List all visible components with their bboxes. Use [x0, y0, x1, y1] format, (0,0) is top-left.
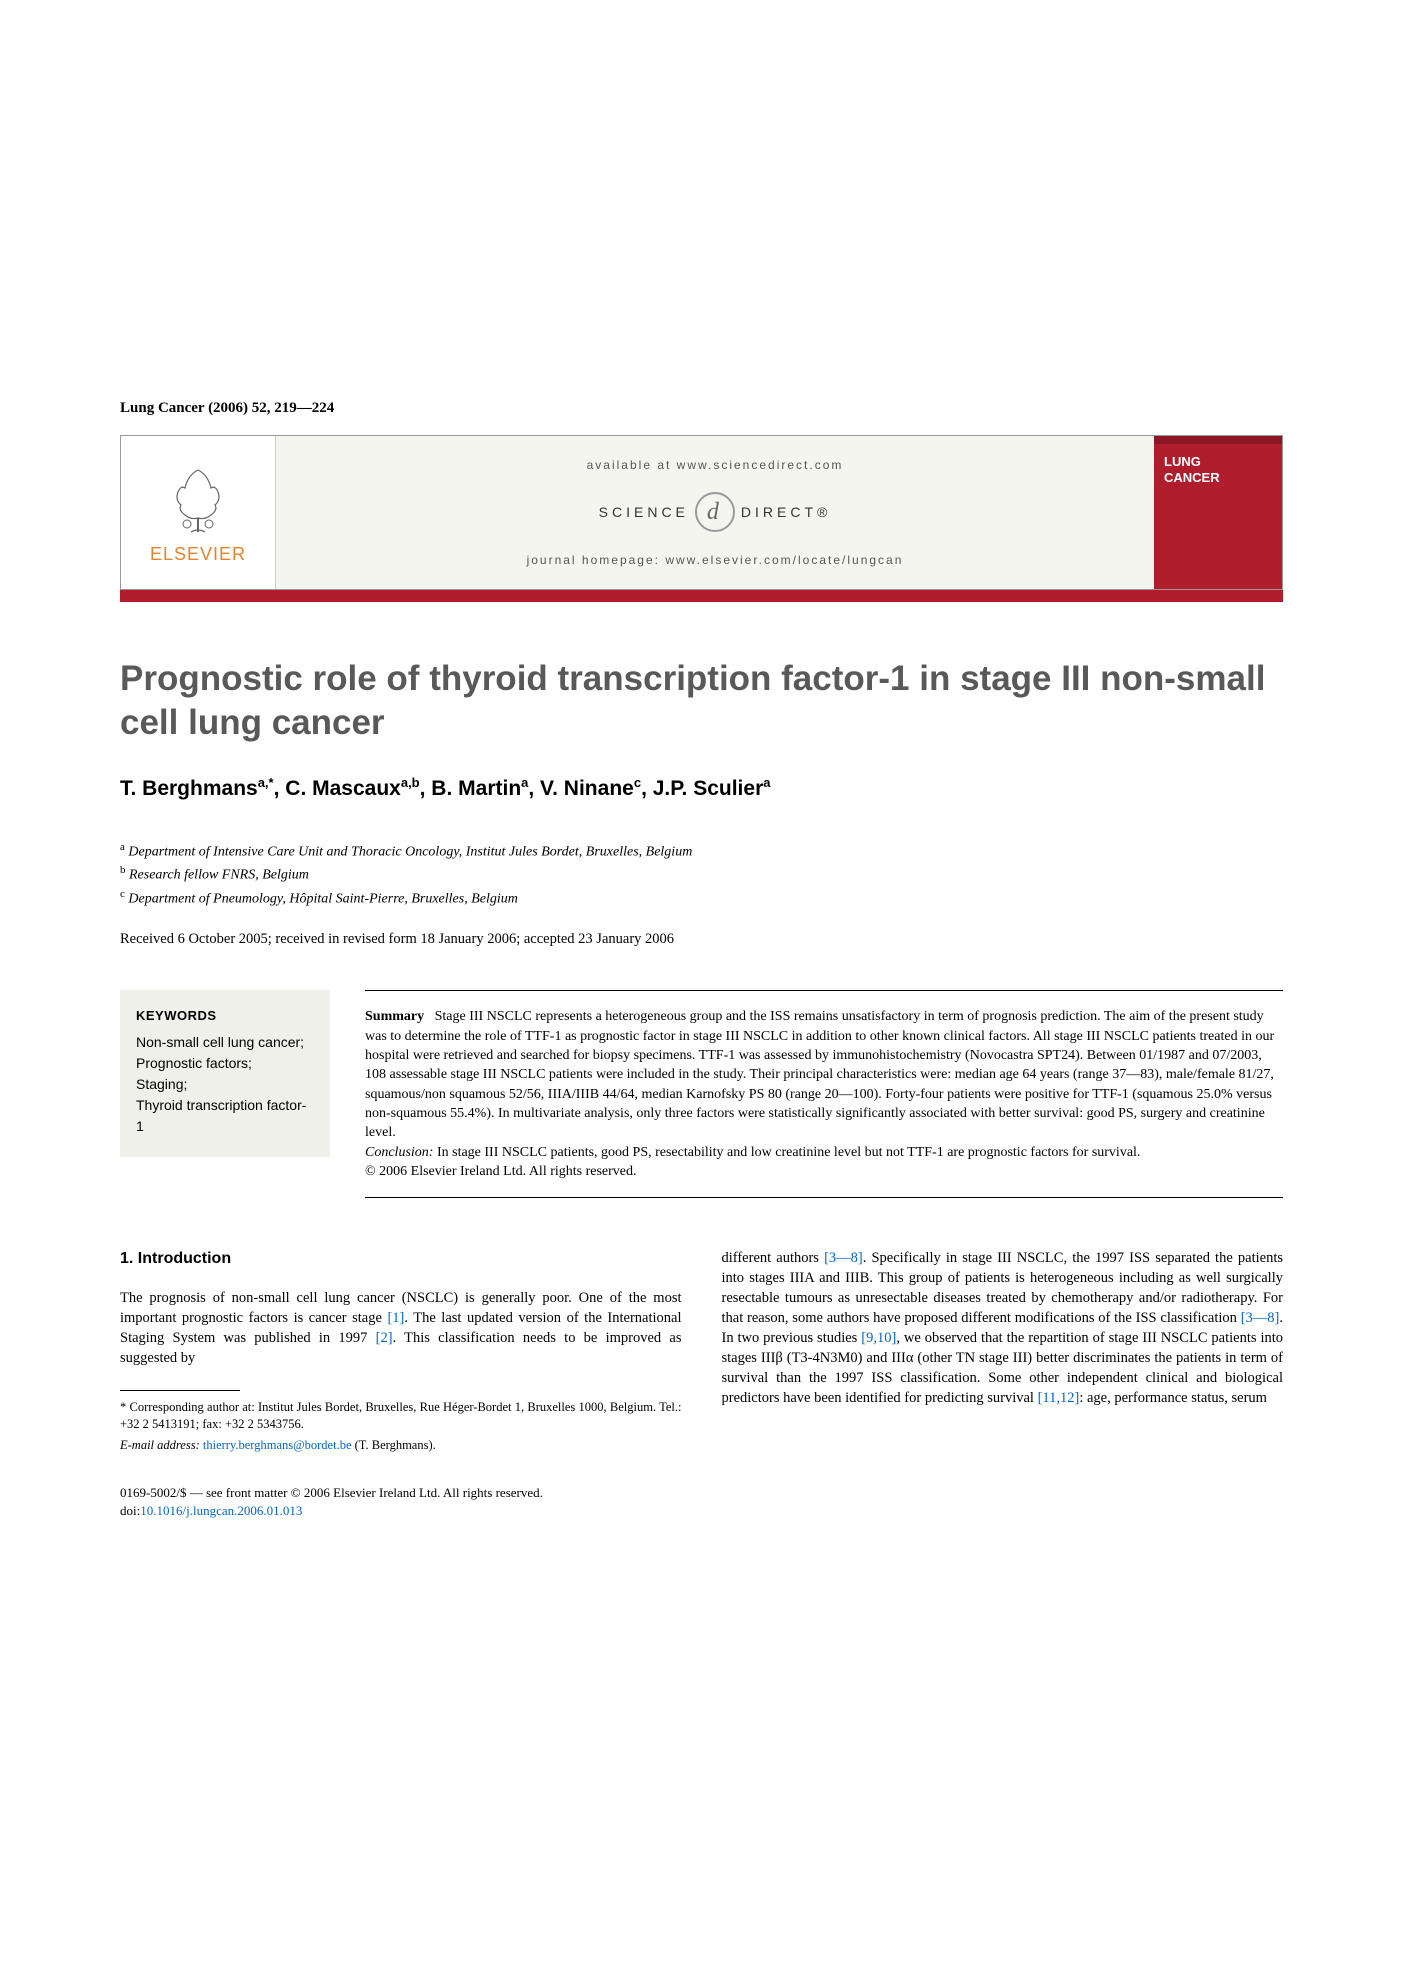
summary-text: Stage III NSCLC represents a heterogeneo… — [365, 1009, 1274, 1140]
sciencedirect-logo: SCIENCE d DIRECT® — [599, 492, 832, 532]
red-accent-bar — [120, 590, 1283, 602]
footer-block: 0169-5002/$ — see front matter © 2006 El… — [120, 1484, 1283, 1520]
keywords-list: Non-small cell lung cancer; Prognostic f… — [136, 1032, 314, 1137]
corresponding-author-footnote: * Corresponding author at: Institut Jule… — [120, 1399, 682, 1433]
keywords-box: KEYWORDS Non-small cell lung cancer; Pro… — [120, 990, 330, 1157]
summary-label: Summary — [365, 1009, 424, 1024]
article-title: Prognostic role of thyroid transcription… — [120, 657, 1283, 745]
left-column: 1. Introduction The prognosis of non-sma… — [120, 1248, 682, 1454]
journal-name-line2: CANCER — [1164, 470, 1272, 486]
summary-column: Summary Stage III NSCLC represents a het… — [365, 990, 1283, 1198]
ref-link-3-8a[interactable]: [3—8] — [824, 1250, 863, 1266]
ref-link-11-12[interactable]: [11,12] — [1038, 1390, 1080, 1406]
journal-homepage-text: journal homepage: www.elsevier.com/locat… — [527, 553, 904, 567]
summary-copyright: © 2006 Elsevier Ireland Ltd. All rights … — [365, 1164, 637, 1179]
email-link[interactable]: thierry.berghmans@bordet.be — [203, 1438, 352, 1452]
authors-list: T. Berghmansa,*, C. Mascauxa,b, B. Marti… — [120, 775, 1283, 801]
journal-banner: ELSEVIER available at www.sciencedirect.… — [120, 435, 1283, 590]
right-column: different authors [3—8]. Specifically in… — [722, 1248, 1284, 1454]
conclusion-text: In stage III NSCLC patients, good PS, re… — [433, 1145, 1140, 1160]
footnote-rule — [120, 1390, 240, 1391]
intro-paragraph-right: different authors [3—8]. Specifically in… — [722, 1248, 1284, 1408]
ref-link-2[interactable]: [2] — [376, 1330, 393, 1346]
ref-link-1[interactable]: [1] — [387, 1310, 404, 1326]
section-heading-intro: 1. Introduction — [120, 1248, 682, 1270]
ref-link-3-8b[interactable]: [3—8] — [1241, 1310, 1280, 1326]
body-columns: 1. Introduction The prognosis of non-sma… — [120, 1248, 1283, 1454]
sciencedirect-swirl-icon: d — [695, 492, 735, 532]
affiliations-block: a Department of Intensive Care Unit and … — [120, 839, 1283, 910]
affiliation-c: c Department of Pneumology, Hôpital Sain… — [120, 886, 1283, 910]
sd-text-left: SCIENCE — [599, 504, 689, 520]
doi-link[interactable]: 10.1016/j.lungcan.2006.01.013 — [140, 1503, 302, 1518]
keywords-heading: KEYWORDS — [136, 1006, 314, 1026]
doi-line: doi:10.1016/j.lungcan.2006.01.013 — [120, 1502, 1283, 1520]
available-at-text: available at www.sciencedirect.com — [587, 458, 844, 472]
conclusion-label: Conclusion: — [365, 1145, 433, 1160]
abstract-block: KEYWORDS Non-small cell lung cancer; Pro… — [120, 990, 1283, 1198]
elsevier-wordmark: ELSEVIER — [150, 544, 246, 565]
journal-reference: Lung Cancer (2006) 52, 219—224 — [120, 400, 1283, 417]
ref-link-9-10[interactable]: [9,10] — [861, 1330, 896, 1346]
article-dates: Received 6 October 2005; received in rev… — [120, 931, 1283, 948]
journal-name-line1: LUNG — [1164, 454, 1272, 470]
affiliation-a: a Department of Intensive Care Unit and … — [120, 839, 1283, 863]
banner-center: available at www.sciencedirect.com SCIEN… — [276, 436, 1154, 589]
sd-text-right: DIRECT® — [741, 504, 831, 520]
journal-cover-box: LUNG CANCER — [1154, 436, 1282, 589]
email-footnote: E-mail address: thierry.berghmans@bordet… — [120, 1437, 682, 1454]
elsevier-logo-block: ELSEVIER — [121, 436, 276, 589]
intro-paragraph-left: The prognosis of non-small cell lung can… — [120, 1288, 682, 1368]
front-matter-line: 0169-5002/$ — see front matter © 2006 El… — [120, 1484, 1283, 1502]
affiliation-b: b Research fellow FNRS, Belgium — [120, 862, 1283, 886]
elsevier-tree-icon — [163, 460, 233, 540]
